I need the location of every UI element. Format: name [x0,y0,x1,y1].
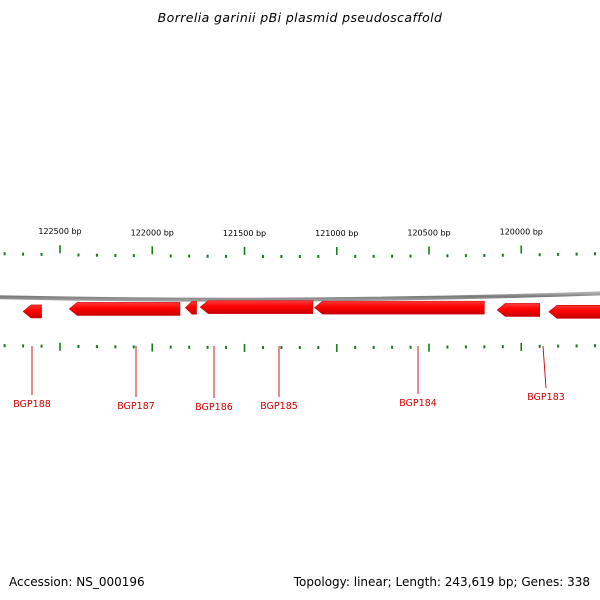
gene-arrow-bgp185[interactable] [199,300,314,314]
gene-arrow-bgp184[interactable] [314,300,485,315]
gene-arrow-bgp188[interactable] [22,304,42,319]
ruler-label: 120500 bp [407,228,450,237]
gene-label: BGP184 [399,398,437,409]
gene-label: BGP185 [260,401,298,412]
ruler-label: 121000 bp [315,229,358,238]
gene-label: BGP186 [195,402,233,413]
accession-text: Accession: NS_000196 [9,575,145,589]
ruler-ticks-top [3,245,597,258]
ruler-label: 122500 bp [38,227,81,236]
gene-label: BGP183 [527,392,565,403]
gene-label: BGP188 [13,399,51,410]
gene-arrow[interactable] [548,304,600,319]
gene-arrow-bgp183[interactable] [496,303,540,317]
gene-label-layer: BGP188 BGP187 BGP186 BGP185 BGP184 BGP183 [13,345,565,413]
ruler-ticks-bottom [3,342,597,352]
ruler-label: 122000 bp [131,228,174,237]
gene-label-leader [542,345,547,389]
ruler-label: 120000 bp [500,227,543,236]
gene-label: BGP187 [117,401,155,412]
map-title: Borrelia garinii pBi plasmid pseudoscaff… [157,10,443,25]
ruler-label: 121500 bp [223,229,266,238]
topology-summary: Topology: linear; Length: 243,619 bp; Ge… [293,575,590,589]
gene-arrow-bgp187[interactable] [68,302,181,316]
gene-track [22,300,600,319]
gene-arrow-bgp186[interactable] [185,300,197,315]
plasmid-backbone [0,291,600,302]
ruler-labels: 122500 bp 122000 bp 121500 bp 121000 bp 1205… [38,227,543,238]
